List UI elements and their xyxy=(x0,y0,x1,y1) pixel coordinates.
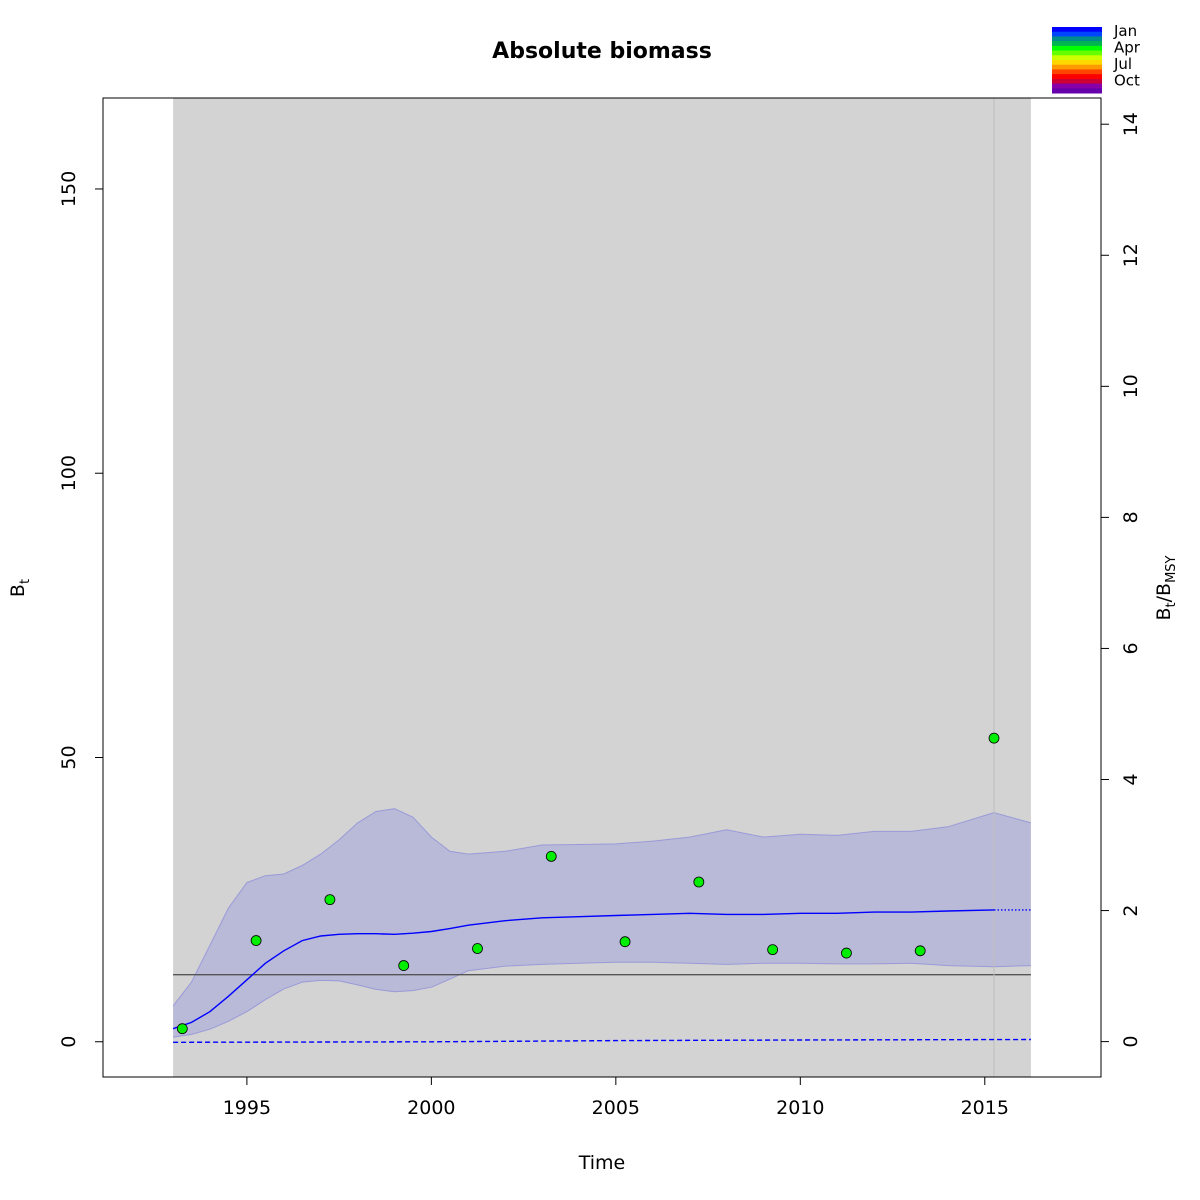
y2-tick-label: 6 xyxy=(1120,642,1142,654)
observation-point xyxy=(841,947,852,959)
chart-title: Absolute biomass xyxy=(492,39,712,64)
estimation-period-shading xyxy=(173,98,1031,1077)
y-axis-label-main: B xyxy=(7,584,29,597)
x-tick-label: 2015 xyxy=(961,1097,1009,1119)
legend-color-swatch xyxy=(1052,69,1102,75)
legend-color-swatch xyxy=(1052,78,1102,85)
confidence-band xyxy=(173,808,1031,1038)
x-tick-label: 1995 xyxy=(223,1097,271,1119)
legend-label: Jul xyxy=(1113,55,1132,73)
observation-point xyxy=(545,851,557,862)
legend-color-swatch xyxy=(1052,41,1102,47)
y-tick-label: 100 xyxy=(58,455,80,491)
legend-label: Apr xyxy=(1114,39,1141,57)
series-line-lower-dashed xyxy=(173,1038,1031,1044)
legend-color-swatch xyxy=(1052,36,1102,42)
observation-point xyxy=(176,1023,188,1035)
legend-color-swatch xyxy=(1052,31,1102,37)
y2-axis-label-a: B xyxy=(1153,607,1175,620)
observation-point xyxy=(767,944,779,956)
y2-axis-label-sep: / xyxy=(1153,595,1175,602)
confidence-band-upper xyxy=(172,808,1032,1007)
x-tick-label: 2010 xyxy=(776,1097,824,1119)
legend-color-swatch xyxy=(1052,83,1102,89)
y-axis-label: Bt xyxy=(7,579,33,597)
y2-tick-label: 8 xyxy=(1120,511,1142,523)
y2-tick-label: 10 xyxy=(1120,374,1142,398)
y2-tick-label: 12 xyxy=(1120,243,1142,267)
y2-axis-label-a-sub: t xyxy=(1164,602,1179,607)
y2-axis-label-b-sub: MSY xyxy=(1164,555,1179,582)
legend-label: Oct xyxy=(1114,72,1140,90)
observation-point xyxy=(250,935,262,946)
plot-frame xyxy=(102,97,1102,1078)
legend-color-swatch xyxy=(1052,50,1102,56)
observation-point xyxy=(398,960,410,971)
legend-color-swatch xyxy=(1052,60,1102,66)
y2-tick-label: 0 xyxy=(1120,1036,1142,1048)
x-tick-label: 2005 xyxy=(592,1097,640,1119)
observation-point xyxy=(988,732,1000,744)
observation-point xyxy=(693,876,705,888)
y-tick-label: 150 xyxy=(58,171,80,207)
observation-point xyxy=(472,943,483,954)
y-tick-label: 50 xyxy=(58,745,80,769)
y2-tick-label: 4 xyxy=(1120,773,1142,785)
x-tick-label: 2000 xyxy=(407,1097,455,1119)
y2-tick-label: 2 xyxy=(1120,905,1142,917)
legend-color-swatch xyxy=(1052,74,1102,80)
y-tick-label: 0 xyxy=(58,1036,80,1048)
legend-color-swatch xyxy=(1052,64,1102,70)
observation-point xyxy=(619,936,631,948)
y-axis-label-sub: t xyxy=(18,579,33,584)
series-line-estimate xyxy=(172,909,995,1030)
y2-tick-label: 14 xyxy=(1120,112,1142,136)
legend-label: Jan xyxy=(1113,22,1137,40)
y2-axis-label-b: B xyxy=(1153,583,1175,596)
legend-color-swatch xyxy=(1052,45,1102,52)
legend-color-swatch xyxy=(1052,55,1102,61)
legend-color-swatch xyxy=(1052,27,1102,33)
observation-point xyxy=(324,894,336,906)
x-axis-label: Time xyxy=(578,1152,626,1174)
y2-axis-label: Bt/BMSY xyxy=(1153,555,1179,620)
legend-color-swatch xyxy=(1052,88,1102,94)
observation-point xyxy=(914,945,926,957)
